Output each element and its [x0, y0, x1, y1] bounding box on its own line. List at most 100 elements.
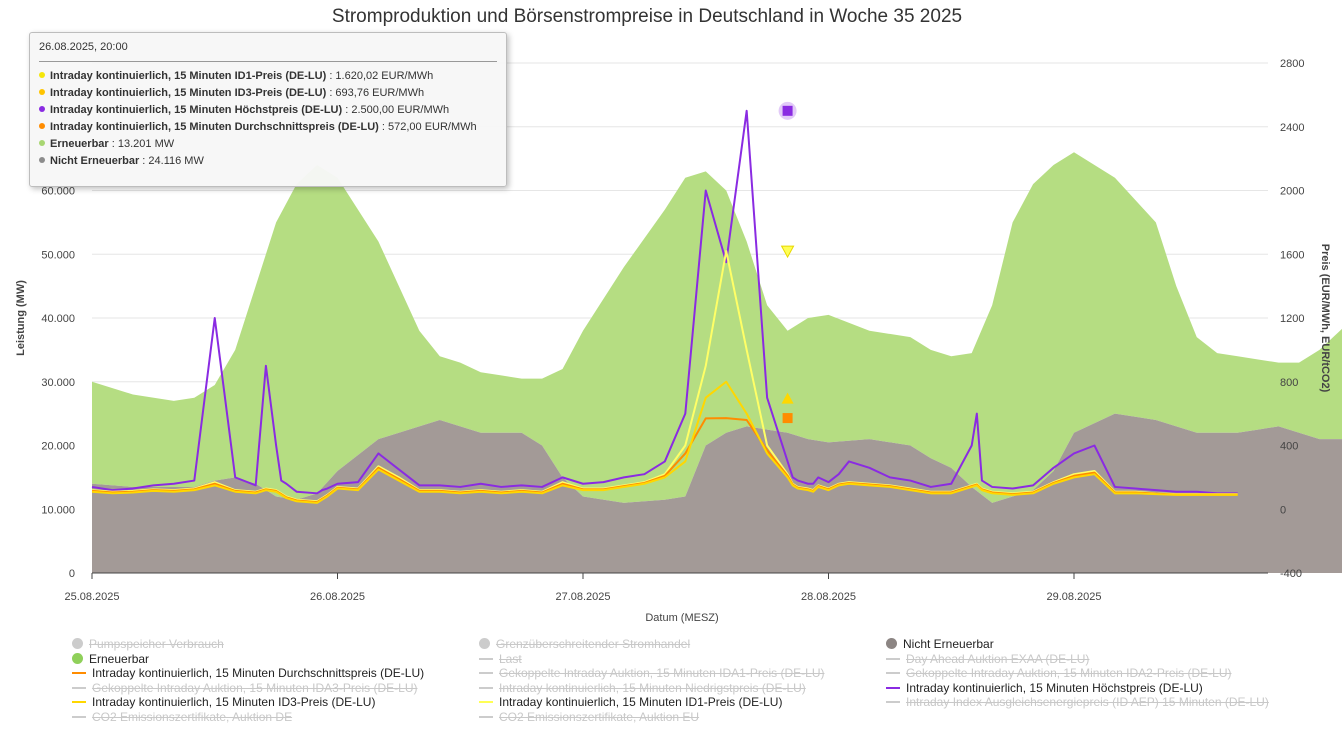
legend-line-icon	[72, 686, 86, 689]
y2-tick-label: 2400	[1280, 122, 1304, 134]
tooltip-series-value: : 2.500,00 EUR/MWh	[342, 104, 450, 116]
tooltip-row: Intraday kontinuierlich, 15 Minuten Höch…	[39, 104, 497, 121]
hover-marker-durchschnitt	[782, 413, 793, 424]
tooltip-row: Erneuerbar : 13.201 MW	[39, 138, 497, 155]
y2-tick-label: 0	[1280, 504, 1286, 516]
hover-marker-id3	[781, 392, 794, 404]
y2-tick-label: 2000	[1280, 186, 1304, 198]
legend-line-icon	[886, 686, 900, 689]
tooltip-series-name: Intraday kontinuierlich, 15 Minuten Durc…	[50, 121, 379, 133]
legend-item[interactable]: Nicht Erneuerbar	[886, 637, 994, 651]
tooltip-series-name: Erneuerbar	[50, 138, 109, 150]
y-tick-label: 60.000	[41, 186, 75, 198]
legend-item[interactable]: Grenzüberschreitender Stromhandel	[479, 637, 690, 651]
hover-marker-hoechstpreis	[782, 105, 793, 116]
legend-line-icon	[886, 657, 900, 660]
x-tick-label: 27.08.2025	[555, 591, 610, 603]
legend-line-icon	[886, 701, 900, 703]
tooltip-series-name: Intraday kontinuierlich, 15 Minuten ID3-…	[50, 87, 327, 99]
legend-line-icon	[72, 672, 86, 674]
y2-tick-label: 1200	[1280, 313, 1304, 325]
y2-tick-label: 400	[1280, 441, 1298, 453]
y-tick-label: 20.000	[41, 441, 75, 453]
tooltip-series-name: Nicht Erneuerbar	[50, 155, 140, 167]
legend-item[interactable]: Intraday kontinuierlich, 15 Minuten Höch…	[886, 681, 1203, 695]
legend-dot-icon	[72, 638, 83, 649]
tooltip-dot-icon	[39, 89, 45, 95]
y2-axis-title: Preis (EUR/MWh, EUR/tCO2)	[1319, 244, 1331, 393]
tooltip-series-value: : 572,00 EUR/MWh	[378, 121, 477, 133]
y2-tick-label: 2800	[1280, 58, 1304, 70]
chart-title: Stromproduktion und Börsenstrompreise in…	[332, 6, 962, 27]
tooltip-dot-icon	[39, 106, 45, 112]
legend-item[interactable]: Gekoppelte Intraday Auktion, 15 Minuten …	[72, 681, 418, 695]
legend-label: Gekoppelte Intraday Auktion, 15 Minuten …	[499, 666, 825, 680]
legend-line-icon	[479, 701, 493, 703]
tooltip-series-value: : 693,76 EUR/MWh	[326, 87, 425, 99]
tooltip-series-value: : 13.201 MW	[108, 138, 175, 150]
x-tick-label: 28.08.2025	[801, 591, 856, 603]
legend-item[interactable]: Intraday kontinuierlich, 15 Minuten Nied…	[479, 681, 806, 695]
hover-marker-id1	[780, 245, 795, 259]
y-tick-label: 40.000	[41, 313, 75, 325]
legend-label: Intraday Index Ausgleichsenergiepreis (I…	[906, 695, 1269, 709]
tooltip-dot-icon	[39, 123, 45, 129]
chart: Stromproduktion und Börsenstrompreise in…	[15, 6, 1342, 624]
legend: Pumpspeicher Verbrauch Grenzüberschreiten…	[0, 636, 1342, 732]
legend-item[interactable]: Intraday kontinuierlich, 15 Minuten ID1-…	[479, 695, 782, 709]
legend-label: Intraday kontinuierlich, 15 Minuten ID1-…	[499, 695, 783, 709]
y2-tick-label: -400	[1280, 568, 1302, 580]
x-axis-title: Datum (MESZ)	[645, 612, 718, 624]
legend-label: Intraday kontinuierlich, 15 Minuten ID3-…	[92, 695, 376, 709]
legend-label: Gekoppelte Intraday Auktion, 15 Minuten …	[906, 666, 1232, 680]
legend-label: Nicht Erneuerbar	[903, 637, 994, 651]
legend-item[interactable]: Pumpspeicher Verbrauch	[72, 637, 224, 651]
legend-item[interactable]: Gekoppelte Intraday Auktion, 15 Minuten …	[479, 666, 825, 680]
tooltip-row: Nicht Erneuerbar : 24.116 MW	[39, 155, 497, 172]
legend-dot-icon	[72, 652, 83, 664]
legend-label: Grenzüberschreitender Stromhandel	[496, 637, 691, 651]
legend-item[interactable]: Day Ahead Auktion EXAA (DE-LU)	[886, 652, 1089, 666]
legend-line-icon	[479, 657, 493, 660]
y-tick-label: 10.000	[41, 504, 75, 516]
tooltip: 26.08.2025, 20:00 Intraday kontinuierlic…	[29, 32, 507, 187]
y-tick-label: 0	[69, 568, 75, 580]
tooltip-series-value: : 24.116 MW	[139, 155, 204, 167]
legend-item[interactable]: Intraday Index Ausgleichsenergiepreis (I…	[886, 695, 1269, 709]
y2-tick-label: 800	[1280, 377, 1298, 389]
legend-label: Erneuerbar	[89, 651, 150, 666]
legend-item[interactable]: Intraday kontinuierlich, 15 Minuten Durc…	[72, 666, 424, 680]
legend-item[interactable]: Gekoppelte Intraday Auktion, 15 Minuten …	[886, 666, 1232, 680]
legend-line-icon	[72, 715, 86, 718]
x-tick-label: 29.08.2025	[1046, 591, 1101, 603]
legend-label: Intraday kontinuierlich, 15 Minuten Durc…	[92, 666, 425, 680]
legend-item[interactable]: Intraday kontinuierlich, 15 Minuten ID3-…	[72, 695, 375, 709]
tooltip-series-value: : 1.620,02 EUR/MWh	[326, 70, 434, 82]
series-line-hoechstpreis	[91, 109, 1238, 495]
x-tick-label: 25.08.2025	[64, 591, 119, 603]
tooltip-series-name: Intraday kontinuierlich, 15 Minuten Höch…	[50, 104, 343, 116]
legend-line-icon	[479, 715, 493, 718]
series-area-nicht-erneuerbar	[92, 413, 1342, 573]
tooltip-dot-icon	[39, 140, 45, 146]
series-line-id3	[91, 380, 1238, 504]
y-tick-label: 50.000	[41, 249, 75, 261]
legend-item[interactable]: Last	[479, 652, 522, 666]
y-tick-label: 30.000	[41, 377, 75, 389]
legend-label: Day Ahead Auktion EXAA (DE-LU)	[906, 651, 1090, 666]
legend-item[interactable]: CO2 Emissionszertifikate, Auktion EU	[479, 710, 699, 724]
tooltip-row: Intraday kontinuierlich, 15 Minuten Durc…	[39, 121, 497, 138]
legend-line-icon	[479, 672, 493, 674]
legend-label: Last	[499, 651, 522, 666]
tooltip-row: Intraday kontinuierlich, 15 Minuten ID1-…	[39, 70, 497, 87]
series-area-erneuerbar	[92, 152, 1342, 503]
legend-label: Pumpspeicher Verbrauch	[89, 637, 224, 651]
legend-item[interactable]: CO2 Emissionszertifikate, Auktion DE	[72, 710, 292, 724]
x-tick-label: 26.08.2025	[310, 591, 365, 603]
legend-label: Intraday kontinuierlich, 15 Minuten Höch…	[906, 680, 1203, 695]
legend-line-icon	[886, 672, 900, 674]
y2-tick-label: 1600	[1280, 249, 1304, 261]
tooltip-series-name: Intraday kontinuierlich, 15 Minuten ID1-…	[50, 70, 327, 82]
legend-dot-icon	[479, 638, 490, 649]
legend-item[interactable]: Erneuerbar	[72, 652, 149, 666]
